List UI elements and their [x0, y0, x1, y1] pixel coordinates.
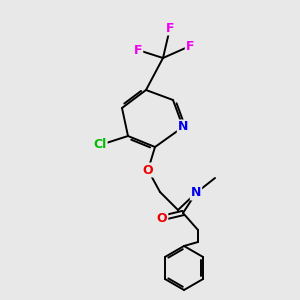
Text: F: F [166, 22, 174, 34]
Text: N: N [178, 121, 188, 134]
Text: N: N [191, 187, 201, 200]
Text: F: F [134, 44, 142, 56]
Text: Cl: Cl [93, 139, 106, 152]
Text: O: O [157, 212, 167, 224]
Text: O: O [143, 164, 153, 176]
Text: F: F [186, 40, 194, 52]
